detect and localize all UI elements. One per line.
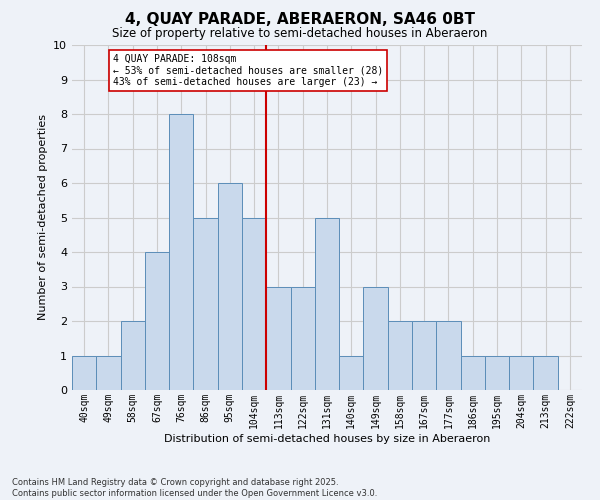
Bar <box>290 286 315 390</box>
X-axis label: Distribution of semi-detached houses by size in Aberaeron: Distribution of semi-detached houses by … <box>164 434 490 444</box>
Bar <box>461 356 485 390</box>
Bar <box>509 356 533 390</box>
Bar <box>315 218 339 390</box>
Text: Size of property relative to semi-detached houses in Aberaeron: Size of property relative to semi-detach… <box>112 28 488 40</box>
Bar <box>169 114 193 390</box>
Bar <box>266 286 290 390</box>
Bar <box>412 321 436 390</box>
Text: 4, QUAY PARADE, ABERAERON, SA46 0BT: 4, QUAY PARADE, ABERAERON, SA46 0BT <box>125 12 475 28</box>
Bar <box>533 356 558 390</box>
Bar <box>193 218 218 390</box>
Bar <box>96 356 121 390</box>
Bar <box>436 321 461 390</box>
Bar <box>485 356 509 390</box>
Text: 4 QUAY PARADE: 108sqm
← 53% of semi-detached houses are smaller (28)
43% of semi: 4 QUAY PARADE: 108sqm ← 53% of semi-deta… <box>113 54 383 87</box>
Bar <box>218 183 242 390</box>
Bar <box>145 252 169 390</box>
Bar <box>242 218 266 390</box>
Bar <box>364 286 388 390</box>
Bar <box>72 356 96 390</box>
Bar <box>339 356 364 390</box>
Bar <box>121 321 145 390</box>
Text: Contains HM Land Registry data © Crown copyright and database right 2025.
Contai: Contains HM Land Registry data © Crown c… <box>12 478 377 498</box>
Bar <box>388 321 412 390</box>
Y-axis label: Number of semi-detached properties: Number of semi-detached properties <box>38 114 47 320</box>
